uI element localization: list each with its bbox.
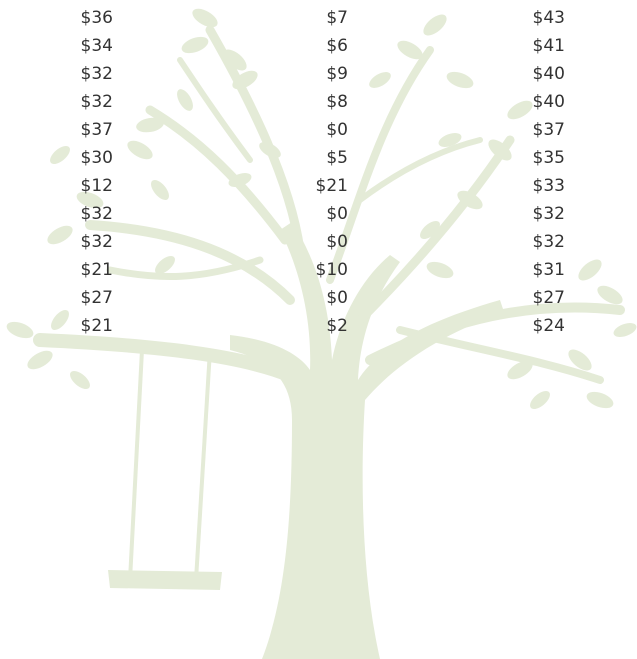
- price-cell: $37: [533, 120, 565, 140]
- price-cell: $33: [533, 176, 565, 196]
- price-cell: $32: [81, 64, 113, 84]
- price-cell: $0: [326, 120, 348, 140]
- price-cell: $35: [533, 148, 565, 168]
- price-cell: $30: [81, 148, 113, 168]
- price-cell: $27: [533, 288, 565, 308]
- price-cell: $27: [81, 288, 113, 308]
- price-cell: $32: [533, 232, 565, 252]
- price-cell: $0: [326, 232, 348, 252]
- price-cell: $10: [316, 260, 348, 280]
- price-cell: $32: [81, 92, 113, 112]
- price-cell: $12: [81, 176, 113, 196]
- price-cell: $40: [533, 92, 565, 112]
- price-cell: $21: [81, 316, 113, 336]
- price-cell: $21: [316, 176, 348, 196]
- price-cell: $9: [326, 64, 348, 84]
- price-cell: $6: [326, 36, 348, 56]
- price-cell: $41: [533, 36, 565, 56]
- price-cell: $5: [326, 148, 348, 168]
- price-cell: $2: [326, 316, 348, 336]
- price-cell: $31: [533, 260, 565, 280]
- price-cell: $0: [326, 204, 348, 224]
- price-cell: $32: [81, 232, 113, 252]
- price-cell: $21: [81, 260, 113, 280]
- price-cell: $32: [81, 204, 113, 224]
- price-cell: $43: [533, 8, 565, 28]
- price-cell: $24: [533, 316, 565, 336]
- price-cell: $32: [533, 204, 565, 224]
- price-cell: $7: [326, 8, 348, 28]
- price-cell: $34: [81, 36, 113, 56]
- price-cell: $40: [533, 64, 565, 84]
- price-cell: $37: [81, 120, 113, 140]
- price-cell: $36: [81, 8, 113, 28]
- price-cell: $8: [326, 92, 348, 112]
- price-cell: $0: [326, 288, 348, 308]
- page: $36 $7 $43 $34 $6 $41 $32 $9 $40 $32 $8 $40 $37 $0 $37…: [0, 0, 637, 659]
